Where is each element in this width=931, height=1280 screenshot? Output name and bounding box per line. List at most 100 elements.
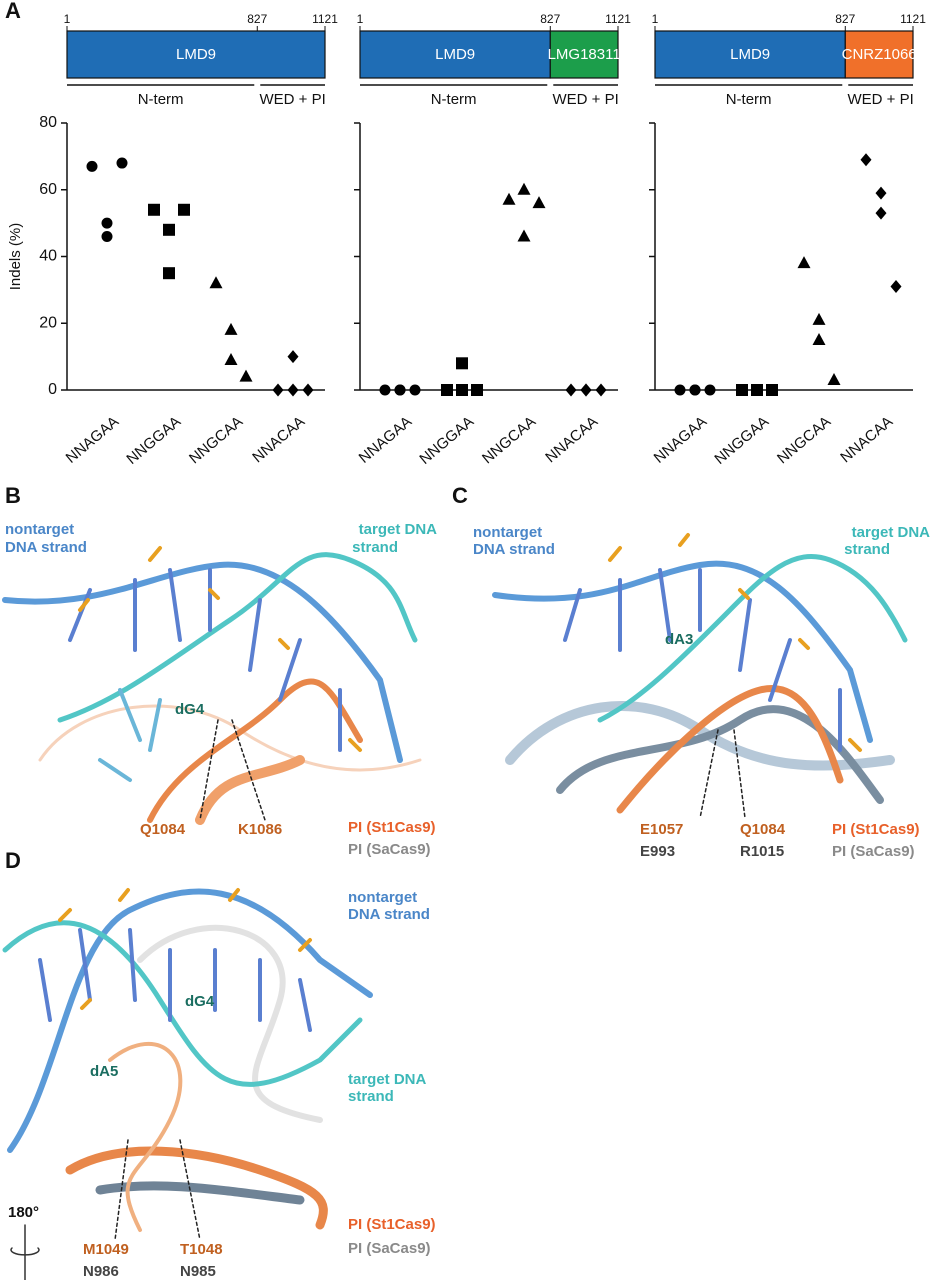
point xyxy=(101,217,113,229)
point xyxy=(456,384,468,396)
residue-label: M1049 xyxy=(83,1241,129,1258)
residue-label: N985 xyxy=(180,1263,216,1280)
strand-label: target DNA xyxy=(852,524,931,541)
strand-label: strand xyxy=(348,1088,394,1105)
rotation-label: 180° xyxy=(8,1204,39,1221)
y-tick-label: 0 xyxy=(48,381,57,398)
residue-label: R1015 xyxy=(740,843,784,860)
domain-segment xyxy=(844,30,914,79)
position-label: 1 xyxy=(357,12,364,26)
position-label: 1121 xyxy=(900,12,926,26)
residue-label: N986 xyxy=(83,1263,119,1280)
strand-label: nontarget xyxy=(348,889,417,906)
domain-label: LMD9 xyxy=(435,46,475,63)
legend-label: PI (SaCas9) xyxy=(348,841,431,858)
point xyxy=(287,350,299,364)
nucleotide-label: dG4 xyxy=(175,701,205,718)
legend-label: PI (St1Cas9) xyxy=(832,821,920,838)
point xyxy=(379,384,391,396)
point xyxy=(239,369,253,382)
x-tick-label: NNACAA xyxy=(837,413,896,466)
x-tick-label: NNGCAA xyxy=(774,413,834,467)
point xyxy=(272,383,284,397)
x-tick-label: NNGCAA xyxy=(186,413,246,467)
point xyxy=(751,384,763,396)
nucleotide-label: dA5 xyxy=(90,1063,118,1080)
region-label: N-term xyxy=(138,91,184,108)
y-tick-label: 20 xyxy=(39,314,57,331)
residue-label: Q1084 xyxy=(740,821,786,838)
point xyxy=(178,203,190,216)
point xyxy=(580,383,592,397)
strand-label: DNA strand xyxy=(473,541,555,558)
domain-segment xyxy=(66,30,326,79)
nucleotide-label: dA3 xyxy=(665,631,693,648)
point xyxy=(456,357,468,370)
x-tick-label: NNAGAA xyxy=(651,413,710,467)
point xyxy=(812,312,826,325)
point xyxy=(827,372,841,385)
residue-label: T1048 xyxy=(180,1241,223,1258)
legend-label: PI (SaCas9) xyxy=(348,1240,431,1257)
panel-label: A xyxy=(5,0,21,23)
panel-label: B xyxy=(5,483,21,508)
domain-segment xyxy=(359,30,551,79)
panel-a: 1 827 1121 LMD9 N-term WED + PI 1 827 1121 LMD9 LM… xyxy=(7,12,926,468)
strand-label: strand xyxy=(844,541,890,558)
point xyxy=(875,206,887,220)
panel-label: C xyxy=(452,483,468,508)
structure-d xyxy=(2,888,373,1280)
legend-label: PI (St1Cas9) xyxy=(348,819,436,836)
panel-label: D xyxy=(5,848,21,873)
domain-label: CNRZ1066 xyxy=(842,46,917,63)
strand-label: nontarget xyxy=(5,521,74,538)
position-label: 827 xyxy=(247,12,267,26)
point xyxy=(517,229,531,242)
residue-label: K1086 xyxy=(238,821,282,838)
position-label: 1 xyxy=(64,12,71,26)
position-label: 827 xyxy=(835,12,855,26)
region-label: WED + PI xyxy=(260,91,326,108)
point xyxy=(86,160,98,172)
point xyxy=(797,256,811,269)
point xyxy=(224,352,238,365)
strand-label: nontarget xyxy=(473,524,542,541)
point xyxy=(287,383,299,397)
point xyxy=(163,267,175,280)
position-label: 1 xyxy=(652,12,659,26)
x-tick-label: NNAGAA xyxy=(63,413,122,467)
domain-label: LMG18311 xyxy=(548,46,621,63)
domain-segment xyxy=(549,30,619,79)
position-label: 1121 xyxy=(312,12,338,26)
y-tick-label: 80 xyxy=(39,114,57,131)
y-axis-label: Indels (%) xyxy=(7,223,24,291)
point xyxy=(565,383,577,397)
structure-c xyxy=(492,533,908,819)
domain-label: LMD9 xyxy=(730,46,770,63)
point xyxy=(689,384,701,396)
residue-label: E1057 xyxy=(640,821,683,838)
legend-label: PI (SaCas9) xyxy=(832,843,915,860)
point xyxy=(860,153,872,167)
structure-labels: nontarget DNA strand target DNA strand d… xyxy=(5,521,930,1280)
x-tick-label: NNGGAA xyxy=(123,413,184,468)
point xyxy=(736,384,748,396)
point xyxy=(101,230,113,242)
position-label: 1121 xyxy=(605,12,631,26)
point xyxy=(163,223,175,236)
strand-label: target DNA xyxy=(359,521,438,538)
x-tick-label: NNACAA xyxy=(542,413,601,466)
panel-letters: A B C D xyxy=(5,0,468,873)
point xyxy=(224,322,238,335)
point xyxy=(704,384,716,396)
strand-label: DNA strand xyxy=(5,539,87,556)
point xyxy=(766,384,778,396)
point xyxy=(441,384,453,396)
point xyxy=(532,196,546,209)
point xyxy=(302,383,314,397)
x-tick-label: NNGGAA xyxy=(416,413,477,468)
x-tick-label: NNGCAA xyxy=(479,413,539,467)
domain-segment xyxy=(654,30,846,79)
